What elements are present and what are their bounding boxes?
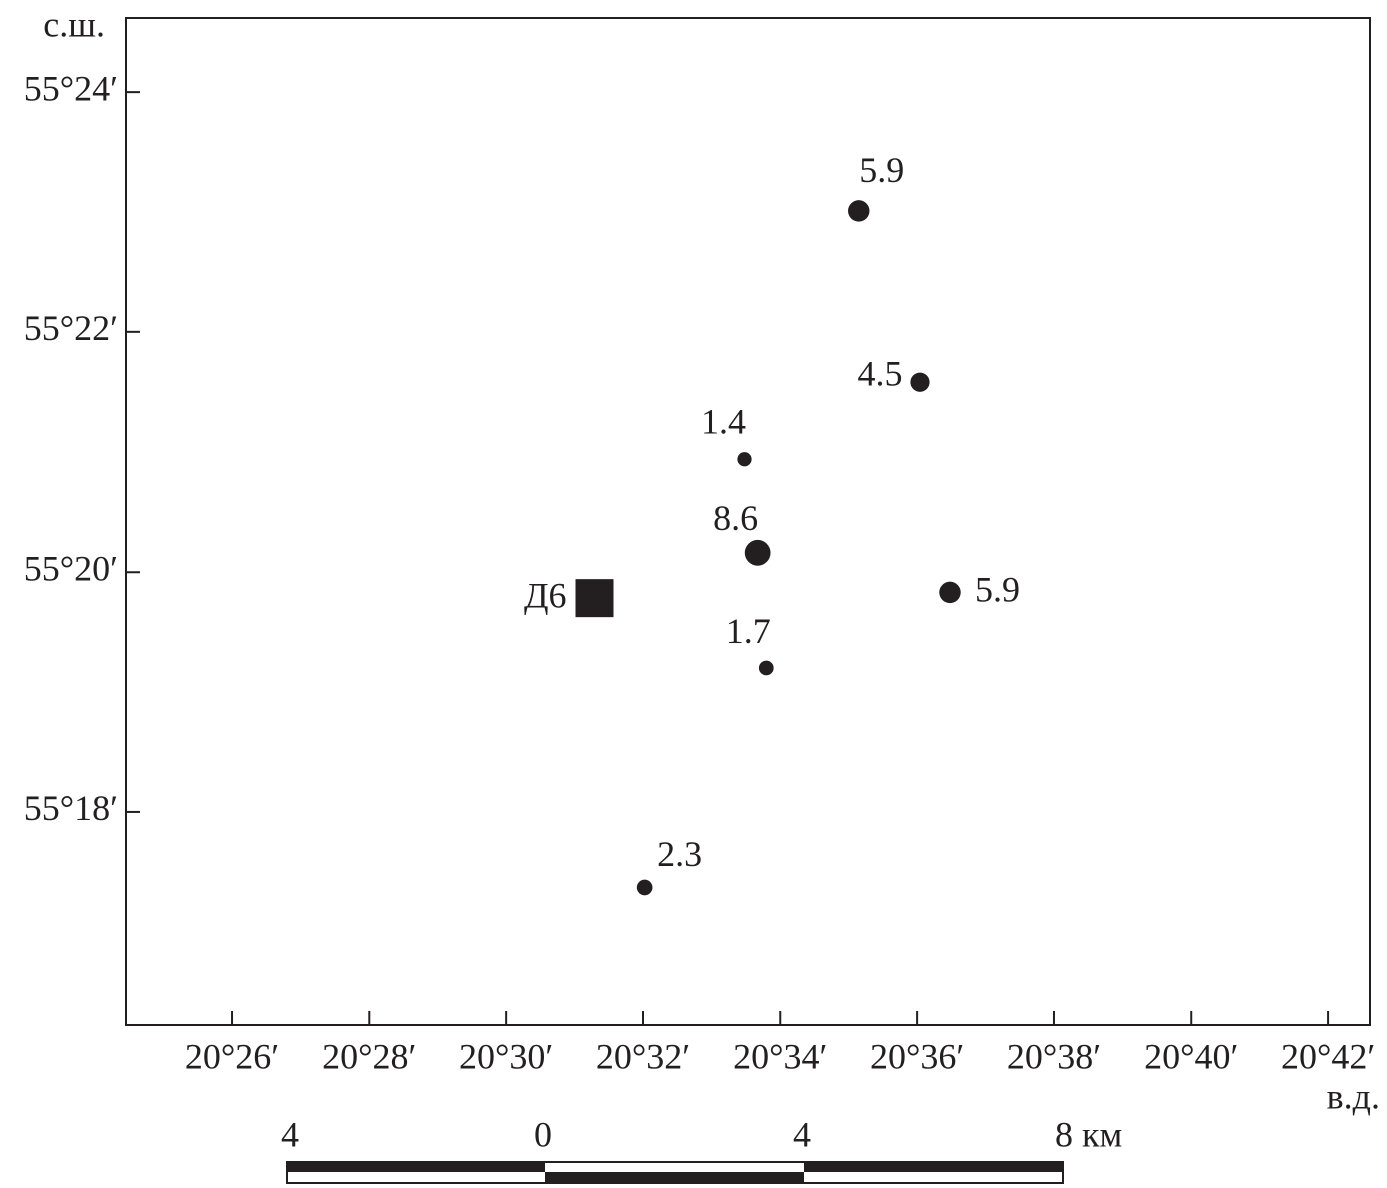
scale-label: 4: [281, 1114, 299, 1154]
data-label: 1.7: [726, 611, 771, 651]
x-tick-label: 20°30′: [459, 1036, 553, 1076]
station-label: Д6: [524, 575, 567, 615]
event-dot: [758, 660, 774, 676]
y-axis-label: с.ш.: [43, 4, 105, 44]
y-tick-label: 55°22′: [24, 308, 118, 348]
y-tick-label: 55°20′: [24, 549, 118, 589]
scale-segment: [287, 1162, 545, 1172]
data-label: 8.6: [713, 498, 758, 538]
y-tick-label: 55°24′: [24, 68, 118, 108]
scale-label: 4: [793, 1114, 811, 1154]
data-label: 4.5: [857, 353, 902, 393]
station-marker: [575, 579, 614, 618]
x-tick-label: 20°28′: [322, 1036, 416, 1076]
data-label: 1.4: [701, 402, 746, 442]
event-dot: [737, 452, 752, 467]
x-tick-label: 20°36′: [870, 1036, 964, 1076]
x-tick-label: 20°32′: [596, 1036, 690, 1076]
scale-segment: [545, 1172, 804, 1183]
event-dot: [848, 200, 870, 222]
scale-segment: [804, 1162, 1063, 1172]
x-axis-label: в.д.: [1327, 1076, 1380, 1116]
event-dot: [636, 879, 653, 896]
y-tick-label: 55°18′: [24, 788, 118, 828]
scale-label: 0: [534, 1114, 552, 1154]
data-label: 5.9: [859, 150, 904, 190]
scale-label: 8 км: [1055, 1114, 1122, 1154]
x-tick-label: 20°42′: [1281, 1036, 1375, 1076]
plot-frame: [125, 17, 1371, 1026]
data-label: 5.9: [975, 570, 1020, 610]
x-tick-label: 20°34′: [733, 1036, 827, 1076]
data-label: 2.3: [657, 834, 702, 874]
event-dot: [939, 581, 961, 604]
x-tick-label: 20°40′: [1144, 1036, 1238, 1076]
scale-bar: [286, 1161, 1064, 1184]
event-dot: [910, 372, 930, 392]
event-dot: [744, 539, 771, 566]
x-tick-label: 20°38′: [1007, 1036, 1101, 1076]
x-tick-label: 20°26′: [185, 1036, 279, 1076]
